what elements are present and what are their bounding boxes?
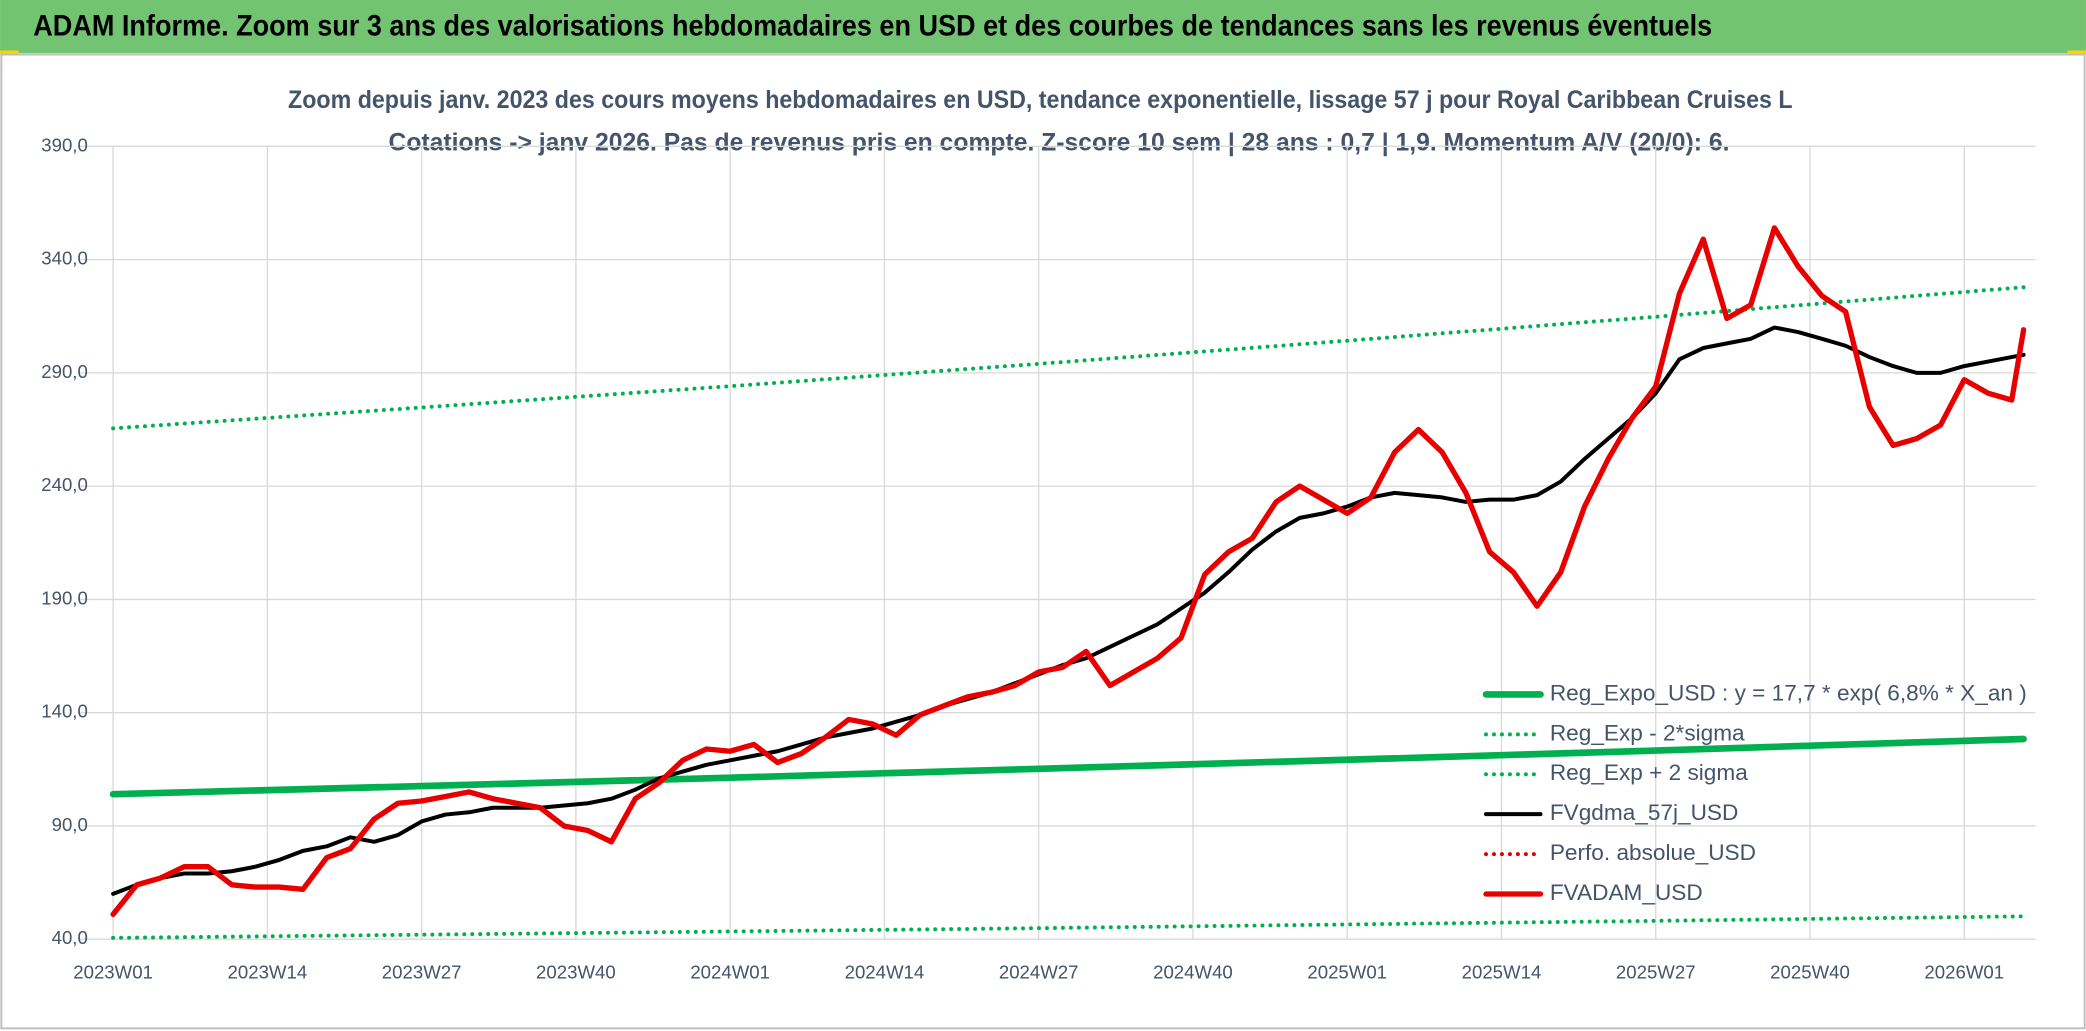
y-tick-label: 190,0 (41, 587, 88, 608)
y-tick-label: 140,0 (41, 701, 88, 722)
chart-subtitle: Cotations -> janv 2026. Pas de revenus p… (388, 128, 1729, 156)
y-tick-label: 390,0 (41, 134, 88, 155)
legend: Reg_Expo_USD : y = 17,7 * exp( 6,8% * X_… (1482, 680, 2027, 905)
x-tick-label: 2023W14 (228, 962, 308, 983)
x-tick-label: 2023W40 (536, 962, 616, 983)
series-line (111, 914, 2026, 940)
plot-area (109, 225, 2027, 940)
x-tick-label: 2025W01 (1307, 962, 1387, 983)
legend-label: Reg_Expo_USD : y = 17,7 * exp( 6,8% * X_… (1550, 680, 2027, 705)
series-line (111, 285, 2026, 431)
x-tick-label: 2024W27 (999, 962, 1079, 983)
legend-label: Perfo. absolue_USD (1550, 840, 1756, 865)
y-tick-label: 340,0 (41, 248, 88, 269)
legend-label: Reg_Exp + 2 sigma (1550, 760, 1748, 785)
series-line (109, 735, 2027, 798)
grid: 40,0 90,0 140,0 190,0 240,0 290,0 340,0 390,0 20… (41, 134, 2036, 983)
x-tick-label: 2025W14 (1462, 962, 1542, 983)
x-tick-label: 2024W40 (1153, 962, 1233, 983)
series-line (110, 225, 2027, 917)
legend-label: FVgdma_57j_USD (1550, 800, 1739, 825)
corner-accent (0, 50, 19, 55)
legend-label: Reg_Exp - 2*sigma (1550, 720, 1745, 745)
y-tick-label: 240,0 (41, 474, 88, 495)
x-tick-label: 2023W27 (382, 962, 462, 983)
y-tick-label: 40,0 (52, 927, 88, 948)
x-tick-label: 2024W01 (690, 962, 770, 983)
x-tick-label: 2023W01 (73, 962, 153, 983)
legend-label: FVADAM_USD (1550, 880, 1703, 905)
header-bar (0, 0, 2086, 54)
header-title: ADAM Informe. Zoom sur 3 ans des valoris… (33, 11, 1712, 43)
x-tick-label: 2026W01 (1924, 962, 2004, 983)
chart-frame (0, 53, 2086, 1030)
x-tick-label: 2024W14 (845, 962, 925, 983)
y-tick-label: 90,0 (52, 814, 88, 835)
x-tick-label: 2025W27 (1616, 962, 1696, 983)
x-tick-label: 2025W40 (1770, 962, 1850, 983)
chart-title: Zoom depuis janv. 2023 des cours moyens … (288, 86, 1793, 114)
y-tick-label: 290,0 (41, 361, 88, 382)
corner-accent (2067, 50, 2086, 55)
